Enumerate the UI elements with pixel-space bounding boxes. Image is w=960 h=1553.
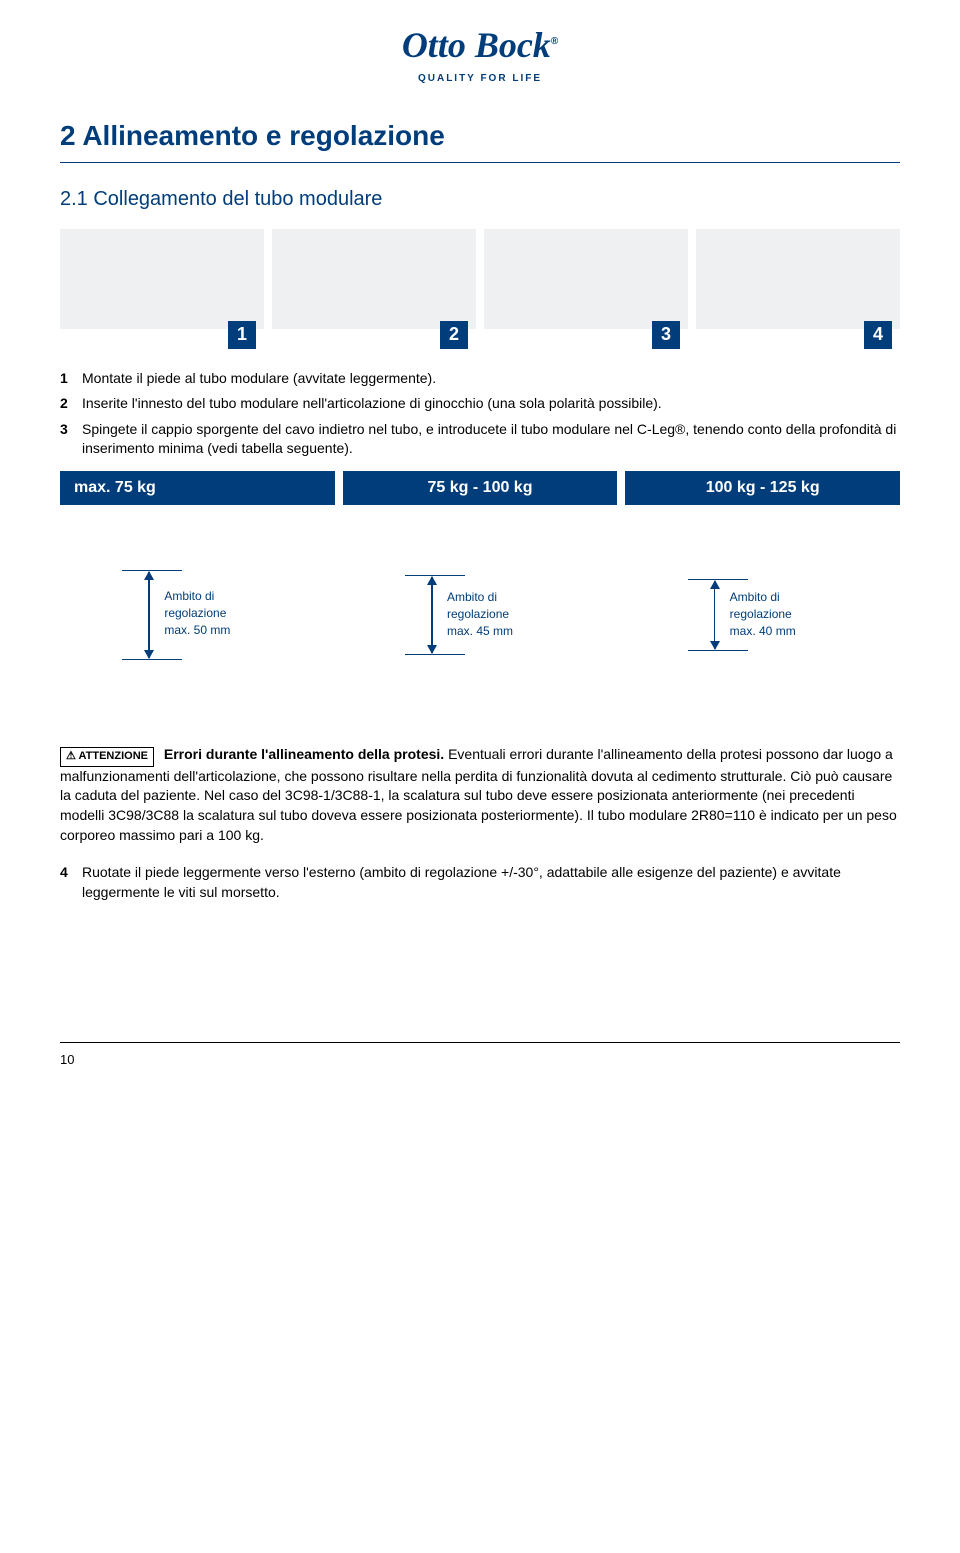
range-text: Ambito di xyxy=(730,590,780,604)
range-text: regolazione xyxy=(730,607,792,621)
step-number: 1 xyxy=(60,369,82,389)
figure-placeholder xyxy=(272,229,476,329)
range-arrow xyxy=(148,572,150,658)
figure-cell: 2 xyxy=(272,229,476,349)
figure-number: 3 xyxy=(652,321,680,349)
step-text: Montate il piede al tubo modulare (avvit… xyxy=(82,369,900,389)
figure-placeholder xyxy=(484,229,688,329)
steps-list-2: 4 Ruotate il piede leggermente verso l'e… xyxy=(60,863,900,902)
figure-placeholder xyxy=(60,229,264,329)
diagram-row: Ambito di regolazione max. 50 mm Ambito … xyxy=(60,515,900,715)
warning-label: ⚠ ATTENZIONE xyxy=(60,747,154,766)
warning-box: ⚠ ATTENZIONE Errori durante l'allineamen… xyxy=(60,745,900,845)
brand-tagline: QUALITY FOR LIFE xyxy=(60,72,900,86)
steps-list: 1 Montate il piede al tubo modulare (avv… xyxy=(60,369,900,459)
subsection-title: 2.1 Collegamento del tubo modulare xyxy=(60,185,900,213)
figure-number: 4 xyxy=(864,321,892,349)
range-label: Ambito di regolazione max. 40 mm xyxy=(730,589,796,639)
weight-header-row: max. 75 kg 75 kg - 100 kg 100 kg - 125 k… xyxy=(60,471,900,505)
footer-rule xyxy=(60,1042,900,1043)
step-number: 2 xyxy=(60,394,82,414)
figure-row: 1 2 3 4 xyxy=(60,229,900,349)
range-line-bottom xyxy=(405,654,465,655)
title-rule xyxy=(60,162,900,163)
diagram-cell: Ambito di regolazione max. 45 mm xyxy=(343,515,618,715)
range-line-bottom xyxy=(122,659,182,660)
figure-cell: 3 xyxy=(484,229,688,349)
range-indicator: Ambito di regolazione max. 45 mm xyxy=(405,575,555,655)
figure-cell: 4 xyxy=(696,229,900,349)
figure-placeholder xyxy=(696,229,900,329)
weight-header: 75 kg - 100 kg xyxy=(343,471,618,505)
weight-header: max. 75 kg xyxy=(60,471,335,505)
weight-header: 100 kg - 125 kg xyxy=(625,471,900,505)
diagram-cell: Ambito di regolazione max. 40 mm xyxy=(625,515,900,715)
list-item: 1 Montate il piede al tubo modulare (avv… xyxy=(60,369,900,389)
warning-lead: Errori durante l'allineamento della prot… xyxy=(164,746,444,762)
range-label: Ambito di regolazione max. 50 mm xyxy=(164,588,230,638)
range-text: regolazione xyxy=(447,607,509,621)
section-title: 2 Allineamento e regolazione xyxy=(60,116,900,155)
list-item: 3 Spingete il cappio sporgente del cavo … xyxy=(60,420,900,459)
range-line-bottom xyxy=(688,650,748,651)
step-text: Inserite l'innesto del tubo modulare nel… xyxy=(82,394,900,414)
step-text: Spingete il cappio sporgente del cavo in… xyxy=(82,420,900,459)
range-text: regolazione xyxy=(164,606,226,620)
brand-logo: Otto Bock® xyxy=(60,20,900,70)
page-number: 10 xyxy=(60,1051,900,1069)
range-text: max. 45 mm xyxy=(447,624,513,638)
diagram-cell: Ambito di regolazione max. 50 mm xyxy=(60,515,335,715)
list-item: 4 Ruotate il piede leggermente verso l'e… xyxy=(60,863,900,902)
range-indicator: Ambito di regolazione max. 40 mm xyxy=(688,579,838,651)
range-text: Ambito di xyxy=(447,590,497,604)
range-text: Ambito di xyxy=(164,589,214,603)
figure-number: 2 xyxy=(440,321,468,349)
range-arrow xyxy=(714,581,716,649)
range-label: Ambito di regolazione max. 45 mm xyxy=(447,589,513,639)
range-text: max. 40 mm xyxy=(730,624,796,638)
brand-name: Otto Bock xyxy=(402,25,551,65)
step-number: 3 xyxy=(60,420,82,459)
step-text: Ruotate il piede leggermente verso l'est… xyxy=(82,863,900,902)
brand-header: Otto Bock® QUALITY FOR LIFE xyxy=(60,20,900,86)
range-text: max. 50 mm xyxy=(164,623,230,637)
list-item: 2 Inserite l'innesto del tubo modulare n… xyxy=(60,394,900,414)
warning-label-text: ATTENZIONE xyxy=(79,750,148,762)
registered-mark: ® xyxy=(551,36,558,47)
step-number: 4 xyxy=(60,863,82,902)
range-arrow xyxy=(431,577,433,653)
figure-cell: 1 xyxy=(60,229,264,349)
warning-icon: ⚠ xyxy=(66,749,76,764)
range-indicator: Ambito di regolazione max. 50 mm xyxy=(122,570,272,660)
figure-number: 1 xyxy=(228,321,256,349)
